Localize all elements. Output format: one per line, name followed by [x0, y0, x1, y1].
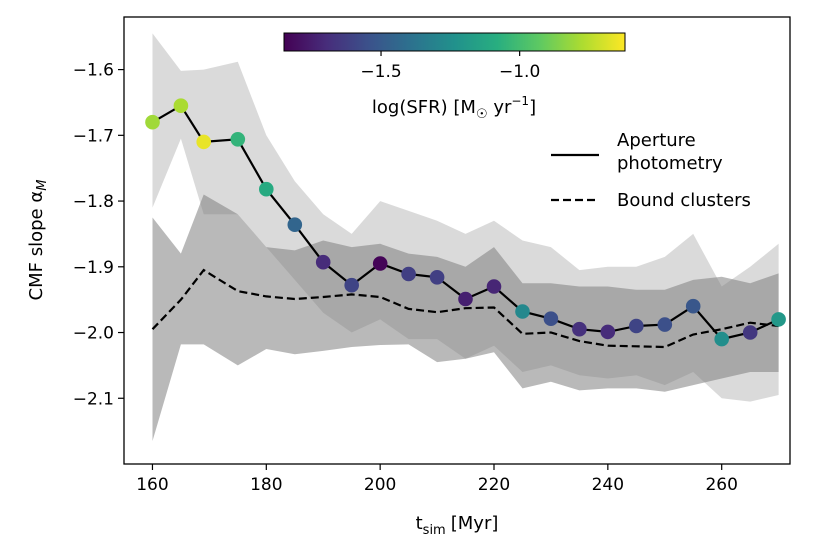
colorbar [283, 32, 626, 52]
y-axis-ticks: −1.6 −1.7 −1.8 −1.9 −2.0 −2.1 [73, 61, 124, 409]
y-tick-label: −1.7 [73, 126, 114, 146]
colorbar-ticks: −1.5 −1.0 [360, 51, 540, 82]
aperture-point [401, 266, 416, 282]
aperture-point [742, 325, 758, 340]
colorbar-tick-label: −1.0 [499, 62, 540, 82]
aperture-point [458, 291, 473, 307]
x-axis-ticks: 160 180 200 220 240 260 [136, 464, 738, 495]
colorbar-tick-label: −1.5 [360, 62, 401, 82]
x-tick-label: 240 [592, 475, 624, 495]
legend-aperture-label-line1: Aperture [617, 130, 696, 151]
aperture-point [259, 181, 274, 197]
aperture-point [196, 134, 211, 150]
aperture-point [572, 321, 587, 337]
legend-aperture-label-line2: photometry [617, 153, 723, 174]
x-tick-label: 260 [705, 475, 737, 495]
y-tick-label: −2.1 [73, 389, 114, 409]
aperture-point [515, 304, 530, 319]
aperture-point [344, 277, 360, 293]
y-tick-label: −1.8 [73, 192, 114, 212]
x-tick-label: 160 [136, 475, 168, 495]
aperture-point [714, 331, 729, 347]
aperture-point [543, 311, 559, 327]
aperture-point [372, 256, 388, 271]
bound-clusters-line [151, 268, 779, 349]
aperture-point [629, 318, 644, 334]
legend: Aperture photometry Bound clusters [551, 130, 751, 211]
legend-bound-label: Bound clusters [617, 190, 751, 211]
aperture-point [287, 217, 303, 232]
aperture-point [145, 114, 160, 130]
plot-frame [123, 16, 791, 465]
y-tick-label: −1.9 [73, 258, 114, 278]
x-tick-label: 180 [250, 475, 282, 495]
bound-uncertainty-band [152, 194, 779, 441]
x-tick-label: 220 [478, 475, 510, 495]
aperture-point [230, 132, 246, 147]
uncertainty-bands [152, 33, 779, 441]
y-tick-label: −2.0 [73, 324, 114, 344]
aperture-point [685, 298, 701, 314]
y-axis-label: CMF slope αM [26, 180, 50, 301]
series-markers [145, 98, 786, 347]
aperture-point [657, 317, 673, 332]
y-tick-label: −1.6 [73, 61, 114, 81]
aperture-point [173, 98, 189, 113]
aperture-point [429, 270, 445, 285]
x-tick-label: 200 [364, 475, 396, 495]
aperture-point [771, 312, 786, 327]
colorbar-label: log(SFR) [M☉ yr−1] [372, 94, 536, 122]
x-axis-label: tsim [Myr] [416, 513, 499, 538]
aperture-point [600, 324, 616, 340]
aperture-point [315, 254, 331, 270]
aperture-point [486, 279, 502, 294]
